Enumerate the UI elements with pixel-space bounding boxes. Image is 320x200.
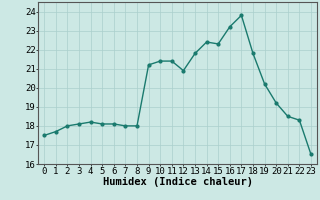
X-axis label: Humidex (Indice chaleur): Humidex (Indice chaleur)	[103, 177, 252, 187]
